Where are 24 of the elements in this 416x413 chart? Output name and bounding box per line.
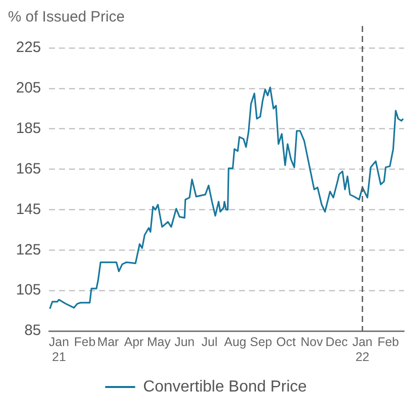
y-tick-label: 85 (24, 322, 42, 340)
x-tick-label: Feb (74, 334, 96, 349)
x-tick-label: Oct (276, 334, 296, 349)
x-tick-label: Jun (174, 334, 195, 349)
y-tick-label: 225 (16, 39, 42, 56)
y-tick-label: 105 (16, 282, 42, 299)
x-tick-label: May (146, 334, 172, 349)
x-tick-label: Jul (201, 334, 218, 349)
x-tick-label: Aug (224, 334, 246, 349)
x-tick-label: Nov (300, 334, 324, 349)
y-axis-title: % of Issued Price (8, 8, 125, 26)
y-tick-label: 165 (16, 160, 42, 178)
x-tick-label: Dec (326, 334, 348, 349)
y-tick-label: 145 (16, 200, 42, 218)
y-tick-label: 205 (16, 80, 42, 97)
x-tick-label: Apr (124, 334, 144, 349)
x-tick-label: Feb (377, 334, 400, 349)
legend-label: Convertible Bond Price (143, 378, 307, 396)
y-tick-label: 125 (16, 241, 42, 258)
x-tick-label: Sep (250, 334, 272, 349)
x-tick-label: Mar (97, 334, 119, 349)
x-tick-label: Jan 21 (48, 334, 70, 364)
y-tick-label: 185 (16, 120, 42, 137)
x-tick-label: Jan 22 (352, 334, 373, 364)
